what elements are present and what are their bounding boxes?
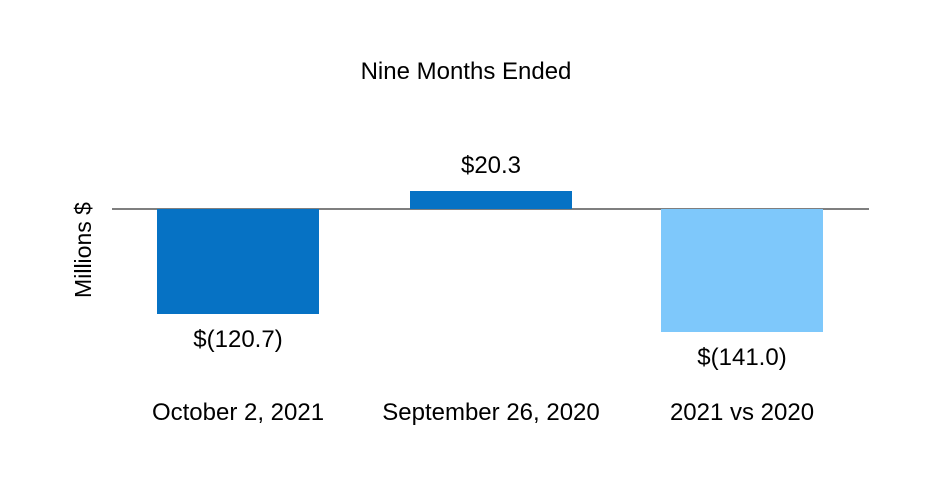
chart-title: Nine Months Ended xyxy=(360,58,572,85)
data-label-2021-vs-2020: $(141.0) xyxy=(697,344,787,371)
category-label-october-2-2021: October 2, 2021 xyxy=(151,399,325,426)
zero-baseline-axis-line xyxy=(112,208,869,210)
bar-october-2-2021 xyxy=(157,209,319,314)
data-label-october-2-2021: $(120.7) xyxy=(193,326,283,353)
category-label-september-26-2020: September 26, 2020 xyxy=(382,399,600,426)
category-label-2021-vs-2020: 2021 vs 2020 xyxy=(669,399,815,426)
y-axis-label: Millions $ xyxy=(70,202,96,298)
bar-2021-vs-2020 xyxy=(661,209,823,332)
data-label-september-26-2020: $20.3 xyxy=(460,152,522,179)
bar-september-26-2020 xyxy=(410,191,572,209)
